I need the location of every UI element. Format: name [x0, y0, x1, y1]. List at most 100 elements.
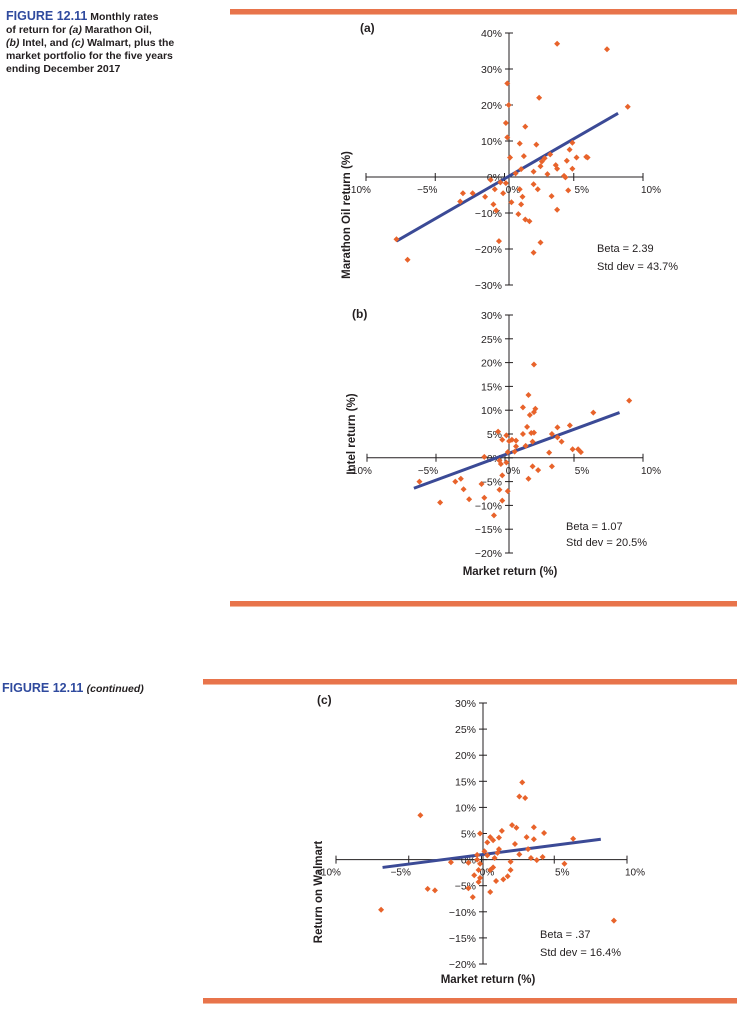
data-point	[378, 906, 385, 913]
y-tick-label: −20%	[449, 959, 476, 971]
data-point	[536, 94, 543, 101]
data-point	[546, 449, 553, 456]
data-point	[519, 779, 526, 786]
data-point	[491, 855, 498, 862]
data-point	[573, 154, 580, 161]
x-axis-title: Market return (%)	[463, 566, 558, 578]
data-point	[481, 494, 488, 501]
data-point	[466, 496, 473, 503]
data-point	[404, 256, 411, 263]
data-point	[520, 153, 527, 160]
figure-label: FIGURE 12.11	[6, 9, 88, 23]
data-point	[533, 141, 540, 148]
continued-rule	[203, 679, 737, 685]
data-point	[507, 867, 514, 874]
data-point	[481, 848, 488, 855]
data-point	[504, 873, 511, 880]
data-point	[452, 478, 459, 485]
data-point	[524, 423, 531, 430]
data-point	[548, 193, 555, 200]
y-tick-label: −20%	[475, 548, 502, 560]
data-point	[477, 830, 484, 837]
data-point	[590, 409, 597, 416]
data-point	[530, 168, 537, 175]
data-point	[515, 211, 522, 218]
data-point	[527, 855, 534, 862]
caption-text: Marathon Oil,	[84, 24, 152, 36]
data-point	[522, 795, 529, 802]
data-point	[518, 201, 525, 208]
caption-panel-a: (a)	[69, 24, 82, 36]
x-tick-label: 10%	[641, 185, 661, 196]
data-point	[519, 193, 526, 200]
x-tick-label: 5%	[575, 185, 590, 196]
data-point	[499, 497, 506, 504]
data-point	[505, 102, 512, 108]
data-point	[474, 856, 481, 863]
data-point	[537, 163, 544, 170]
figure-label: FIGURE 12.11	[2, 681, 84, 695]
data-point	[548, 431, 555, 437]
regression-line	[395, 111, 619, 243]
y-axis-title: Return on Walmart	[313, 841, 325, 944]
figure-caption: FIGURE 12.11 Monthly rates of return for…	[6, 10, 216, 76]
data-point	[424, 885, 431, 892]
data-point	[603, 46, 610, 53]
data-point	[554, 434, 561, 441]
panel-label: (b)	[352, 307, 367, 321]
data-point	[504, 488, 511, 495]
y-axis-title: Marathon Oil return (%)	[341, 151, 353, 279]
data-point	[504, 449, 511, 456]
data-point	[525, 846, 532, 853]
y-tick-label: −5%	[455, 881, 476, 893]
y-tick-label: −10%	[449, 907, 476, 919]
data-point	[474, 851, 481, 858]
data-point	[558, 438, 565, 445]
y-tick-label: −20%	[475, 244, 502, 256]
data-point	[566, 422, 573, 429]
data-point	[522, 442, 529, 449]
y-tick-label: 30%	[481, 310, 502, 322]
data-point	[535, 467, 542, 474]
data-point	[554, 424, 561, 431]
data-point	[495, 428, 502, 435]
x-tick-label: −5%	[391, 868, 411, 879]
caption-panel-b: (b)	[6, 37, 20, 49]
x-tick-label: −10%	[346, 466, 372, 477]
x-tick-label: 5%	[555, 868, 570, 879]
data-point	[526, 411, 533, 418]
data-point	[624, 103, 631, 110]
data-point	[490, 837, 497, 844]
data-point	[519, 404, 526, 411]
continued-text: (continued)	[86, 683, 144, 695]
data-point	[494, 849, 501, 856]
data-point	[503, 459, 510, 466]
data-point	[569, 446, 576, 453]
caption-text: Monthly rates	[90, 11, 159, 23]
std-dev-annotation: Std dev = 43.7%	[597, 261, 678, 273]
data-point	[519, 431, 526, 437]
data-point	[487, 888, 494, 895]
x-tick-label: 0%	[506, 185, 521, 196]
data-point	[569, 165, 576, 172]
data-point	[484, 839, 491, 846]
caption-text: of return for	[6, 24, 67, 36]
data-point	[554, 165, 561, 172]
x-tick-label: −10%	[315, 868, 341, 879]
y-tick-label: −15%	[475, 524, 502, 536]
data-point	[533, 857, 540, 864]
data-point	[475, 867, 482, 874]
data-point	[518, 166, 525, 173]
y-tick-label: 20%	[481, 100, 502, 112]
data-point	[516, 793, 523, 800]
data-point	[493, 878, 500, 885]
data-point	[530, 361, 537, 368]
data-point	[502, 180, 509, 187]
y-tick-label: −30%	[475, 280, 502, 292]
y-tick-label: −5%	[481, 477, 502, 489]
data-point	[491, 186, 498, 193]
regression-line	[413, 411, 621, 490]
x-tick-label: 10%	[625, 868, 645, 879]
data-point	[417, 812, 424, 819]
